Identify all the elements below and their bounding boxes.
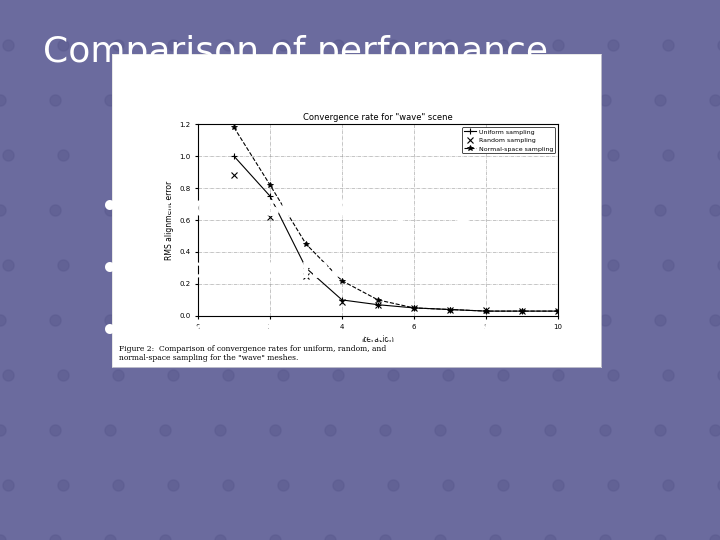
Uniform sampling <box>518 308 526 314</box>
Text: • normal-space sampling: • normal-space sampling <box>101 318 492 346</box>
Normal-space sampling <box>482 308 490 314</box>
Normal-space sampling <box>230 124 238 131</box>
Uniform sampling <box>338 296 346 303</box>
Line: Uniform sampling: Uniform sampling <box>231 153 561 314</box>
Random sampling <box>338 298 346 305</box>
Normal-space sampling <box>554 308 562 314</box>
Legend: Uniform sampling, Random sampling, Normal-space sampling: Uniform sampling, Random sampling, Norma… <box>462 127 555 153</box>
Y-axis label: RMS alignment error: RMS alignment error <box>165 180 174 260</box>
Uniform sampling <box>374 301 382 308</box>
Random sampling <box>518 308 526 314</box>
Uniform sampling <box>302 265 310 271</box>
Normal-space sampling <box>446 306 454 313</box>
Random sampling <box>374 301 382 308</box>
Random sampling <box>446 306 454 313</box>
Text: Comparison of performance: Comparison of performance <box>43 35 548 69</box>
Random sampling <box>230 172 238 179</box>
X-axis label: Iteration: Iteration <box>361 335 395 344</box>
Random sampling <box>302 273 310 279</box>
Uniform sampling <box>446 306 454 313</box>
Uniform sampling <box>410 305 418 311</box>
Random sampling <box>482 307 490 314</box>
Normal-space sampling <box>302 241 310 247</box>
Random sampling <box>554 308 562 314</box>
Uniform sampling <box>482 308 490 314</box>
Uniform sampling <box>554 308 562 314</box>
Normal-space sampling <box>374 296 382 303</box>
Text: • Uniform sub-sampling: • Uniform sub-sampling <box>101 194 474 222</box>
Uniform sampling <box>266 193 274 199</box>
Text: Figure 2:  Comparison of convergence rates for uniform, random, and
normal-space: Figure 2: Comparison of convergence rate… <box>119 345 386 362</box>
Title: Convergence rate for "wave" scene: Convergence rate for "wave" scene <box>303 113 453 122</box>
Normal-space sampling <box>266 181 274 188</box>
Normal-space sampling <box>410 305 418 311</box>
Line: Normal-space sampling: Normal-space sampling <box>231 125 561 314</box>
Uniform sampling <box>230 153 238 159</box>
Normal-space sampling <box>518 308 526 314</box>
Random sampling <box>266 214 274 220</box>
Line: Random sampling: Random sampling <box>231 173 561 314</box>
Text: • Random sampling: • Random sampling <box>101 256 408 284</box>
Random sampling <box>410 305 418 311</box>
Normal-space sampling <box>338 278 346 284</box>
